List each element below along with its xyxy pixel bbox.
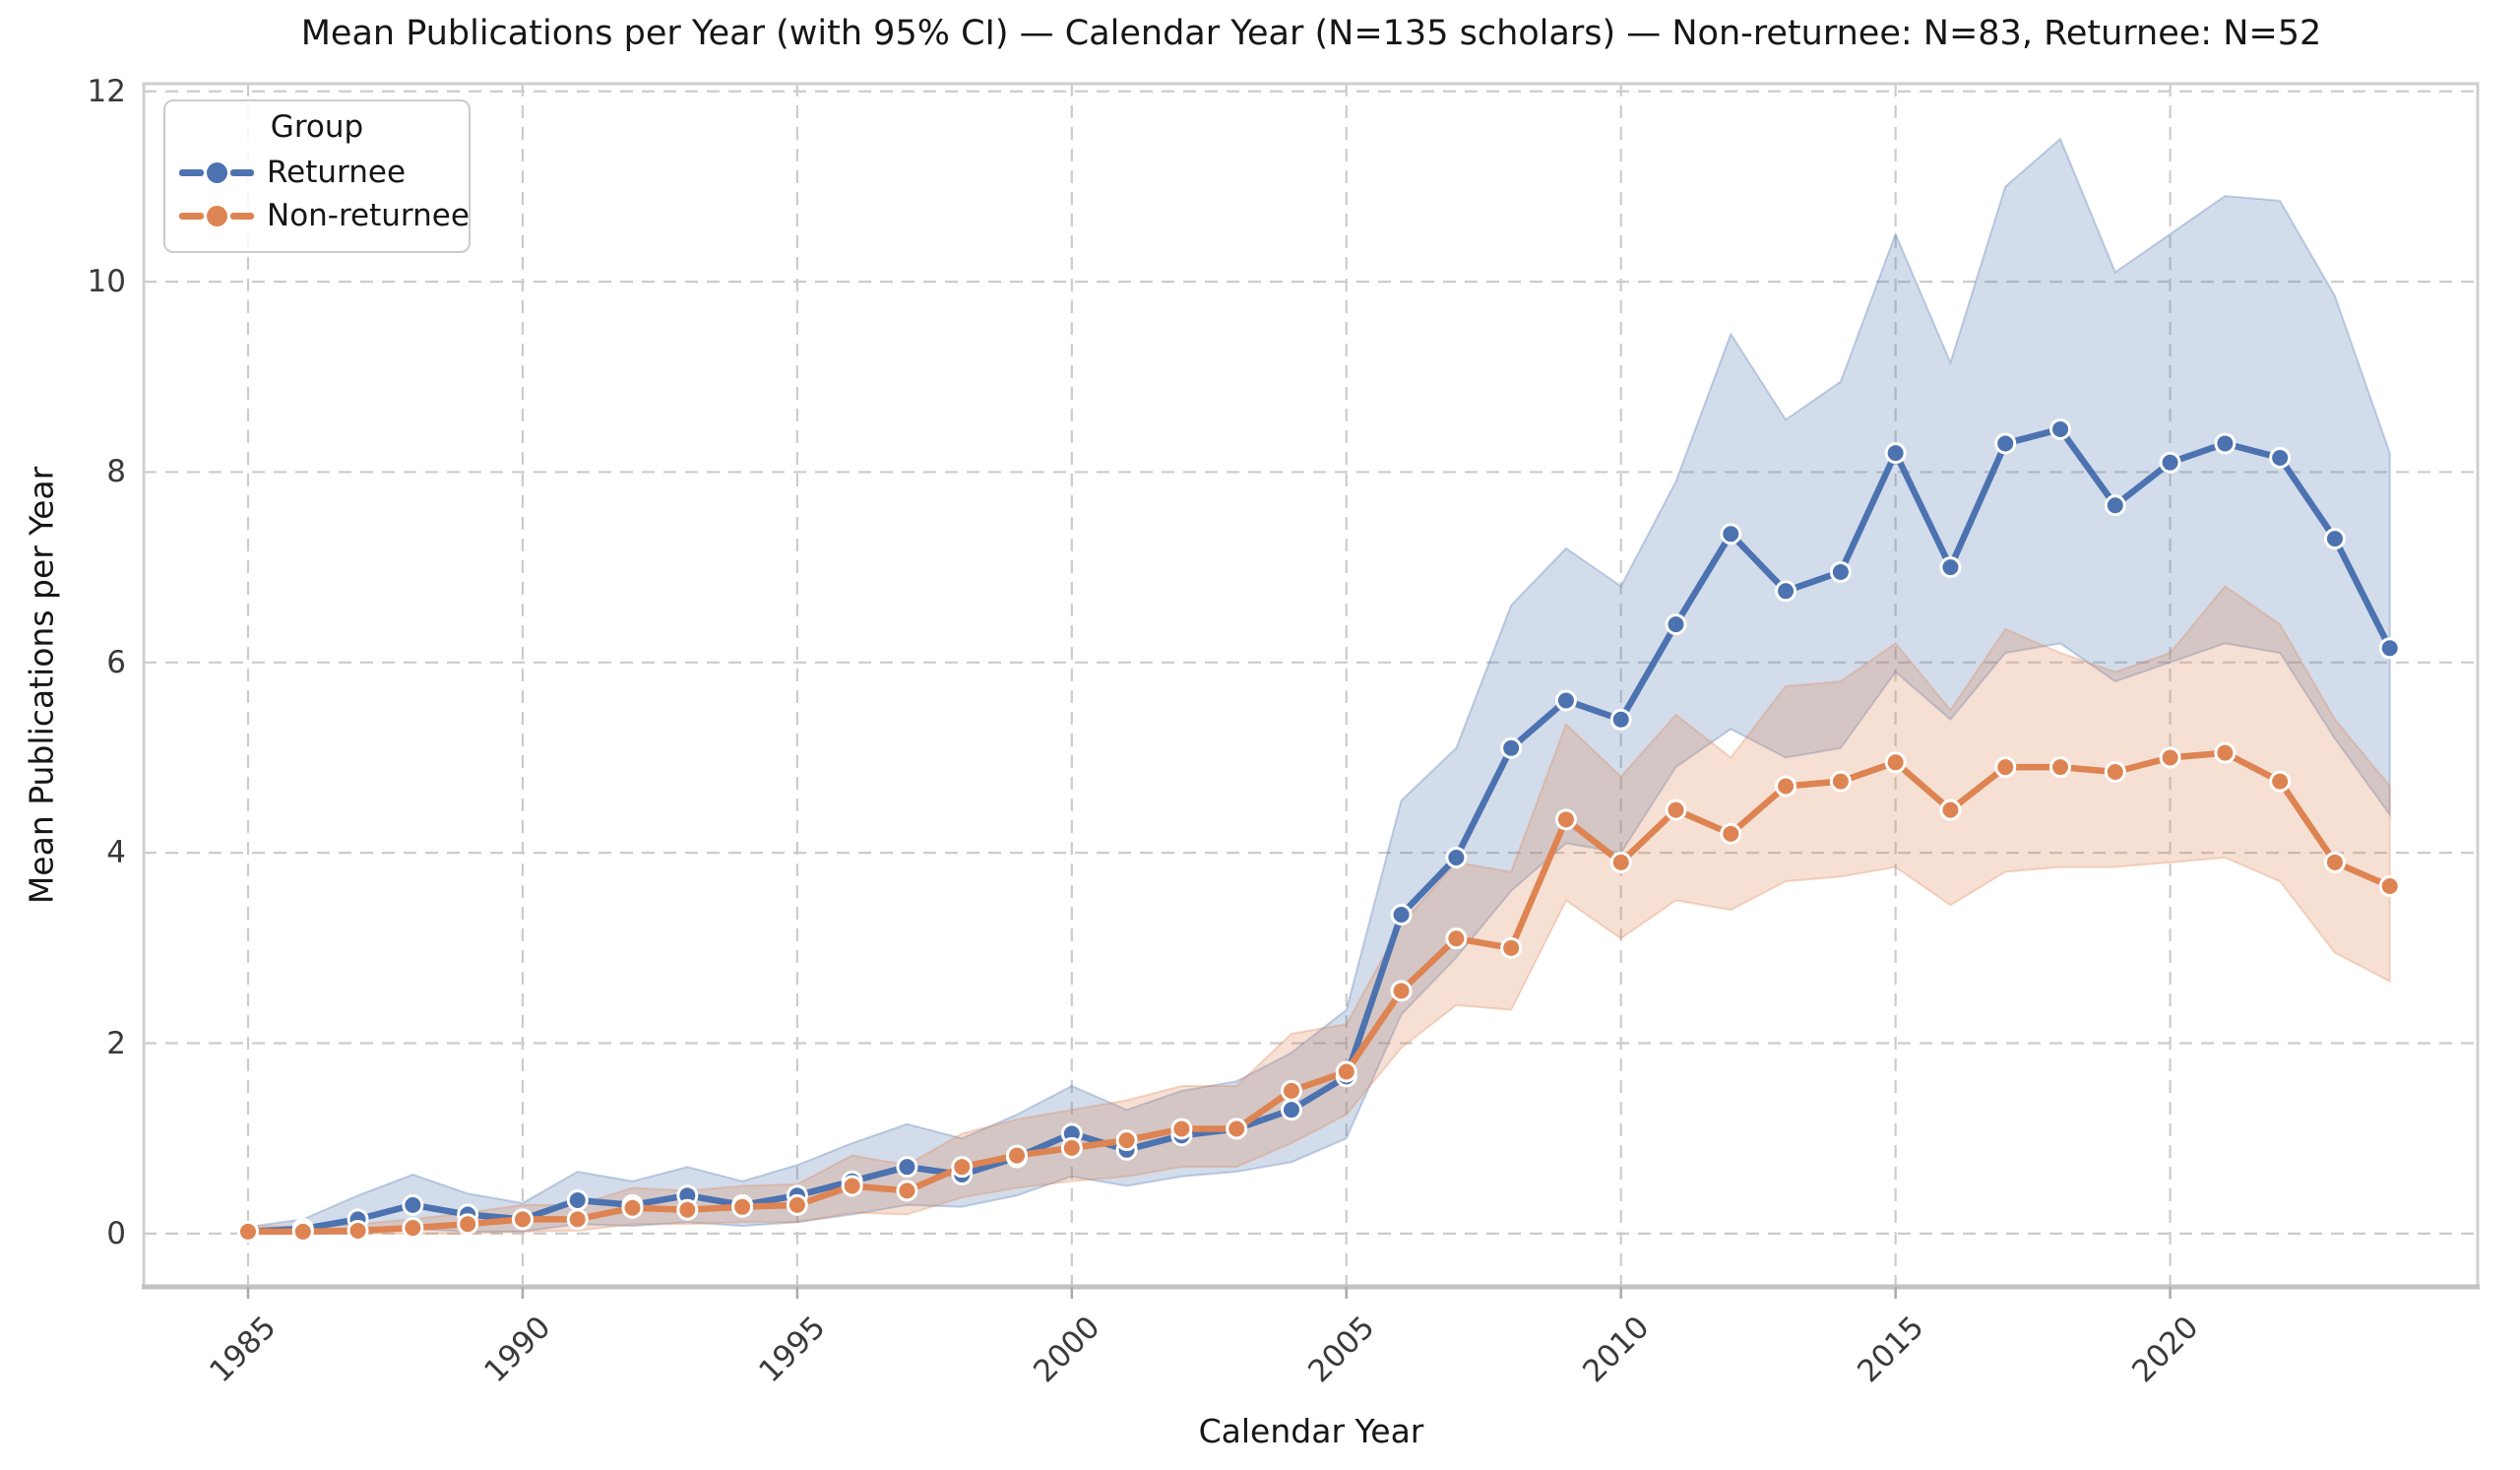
data-point-non-returnee <box>1554 808 1577 831</box>
data-point-non-returnee <box>1226 1118 1248 1140</box>
data-point-returnee <box>1665 613 1687 636</box>
ci-band-returnee <box>246 137 2391 1235</box>
ci-band-non-returnee <box>246 585 2391 1235</box>
data-point-non-returnee <box>457 1213 479 1236</box>
chart-title: Mean Publications per Year (with 95% CI)… <box>300 14 2322 53</box>
y-tick-label: 12 <box>87 73 126 109</box>
data-point-non-returnee <box>896 1180 918 1202</box>
y-tick-label: 2 <box>106 1025 126 1061</box>
data-point-non-returnee <box>1884 751 1907 774</box>
data-point-non-returnee <box>1170 1118 1193 1140</box>
legend-label-non-returnee: Non-returnee <box>267 198 470 233</box>
data-point-non-returnee <box>2214 741 2236 764</box>
data-point-non-returnee <box>1720 822 1742 845</box>
data-point-non-returnee <box>1335 1060 1357 1083</box>
data-point-non-returnee <box>841 1175 863 1197</box>
data-point-returnee <box>1994 432 2017 455</box>
data-point-non-returnee <box>1006 1144 1029 1167</box>
data-point-returnee <box>1775 580 1797 603</box>
data-point-non-returnee <box>1609 851 1632 873</box>
data-point-non-returnee <box>2378 874 2401 897</box>
legend-label-returnee: Returnee <box>267 155 407 190</box>
returnee-line-marker-icon <box>179 161 254 183</box>
data-point-non-returnee <box>621 1196 644 1219</box>
data-point-returnee <box>1609 708 1632 731</box>
y-tick-label: 8 <box>106 454 126 490</box>
y-tick-label: 10 <box>87 264 126 300</box>
data-point-non-returnee <box>1994 756 2017 779</box>
data-point-returnee <box>2104 494 2126 517</box>
legend-entry-non-returnee: Non-returnee <box>179 194 470 237</box>
data-point-non-returnee <box>236 1220 259 1243</box>
data-point-returnee <box>1884 442 1907 465</box>
data-point-returnee <box>2323 528 2346 550</box>
data-point-returnee <box>1390 903 1413 926</box>
data-point-returnee <box>2214 432 2236 455</box>
data-point-non-returnee <box>1665 799 1687 821</box>
legend-entry-returnee: Returnee <box>179 151 455 194</box>
data-point-returnee <box>2159 451 2181 474</box>
x-axis-label: Calendar Year <box>1198 1412 1424 1450</box>
y-tick-label: 6 <box>106 644 126 680</box>
non-returnee-line-marker-icon <box>179 205 254 226</box>
data-point-returnee <box>1829 560 1852 583</box>
mean-line-returnee <box>244 425 2393 1236</box>
data-point-non-returnee <box>1060 1136 1083 1159</box>
data-point-returnee <box>2049 417 2072 440</box>
data-point-returnee <box>896 1156 918 1179</box>
data-point-non-returnee <box>786 1193 808 1216</box>
data-point-non-returnee <box>566 1208 589 1231</box>
data-point-non-returnee <box>346 1219 369 1242</box>
y-tick-label: 0 <box>106 1215 126 1251</box>
data-point-non-returnee <box>1939 799 1962 821</box>
data-point-returnee <box>2378 637 2401 660</box>
data-point-non-returnee <box>1115 1129 1138 1152</box>
data-point-returnee <box>402 1193 424 1216</box>
data-point-returnee <box>1554 689 1577 712</box>
data-point-non-returnee <box>2323 851 2346 873</box>
data-point-returnee <box>1280 1099 1302 1121</box>
data-point-non-returnee <box>1775 775 1797 798</box>
data-point-non-returnee <box>1829 770 1852 793</box>
data-point-non-returnee <box>1390 980 1413 1002</box>
legend: Group Returnee Non-returnee <box>163 99 471 253</box>
data-point-non-returnee <box>2269 770 2292 793</box>
data-point-non-returnee <box>511 1208 534 1231</box>
mean-line-non-returnee <box>244 749 2393 1236</box>
legend-title: Group <box>270 109 364 145</box>
data-point-non-returnee <box>1445 927 1468 950</box>
data-point-returnee <box>1939 556 1962 579</box>
data-point-non-returnee <box>951 1156 974 1179</box>
data-point-returnee <box>1500 736 1523 759</box>
y-tick-label: 4 <box>106 835 126 871</box>
data-point-non-returnee <box>2104 760 2126 783</box>
data-point-returnee <box>2269 446 2292 469</box>
data-point-non-returnee <box>1500 936 1523 959</box>
data-point-non-returnee <box>1280 1079 1302 1102</box>
data-point-non-returnee <box>291 1220 314 1243</box>
data-point-returnee <box>566 1189 589 1212</box>
data-point-non-returnee <box>676 1198 699 1221</box>
data-point-non-returnee <box>2049 756 2072 779</box>
data-point-returnee <box>1720 523 1742 545</box>
data-point-non-returnee <box>2159 746 2181 769</box>
y-axis-label: Mean Publications per Year <box>22 466 61 905</box>
data-point-non-returnee <box>731 1195 754 1218</box>
data-point-non-returnee <box>402 1217 424 1240</box>
data-point-returnee <box>1445 846 1468 868</box>
